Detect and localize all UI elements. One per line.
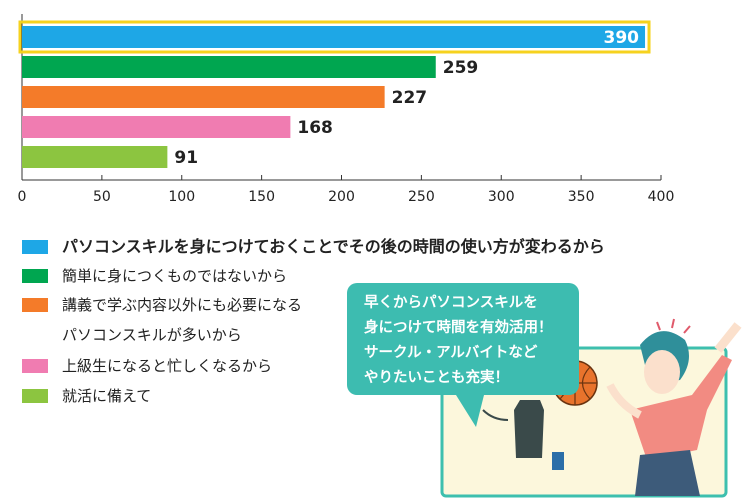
x-tick-label: 300 xyxy=(488,189,515,205)
legend-label: パソコンスキルを身につけておくことでその後の時間の使い方が変わるから xyxy=(62,237,605,256)
value-label: 259 xyxy=(443,58,479,78)
legend-item: 簡単に身につくものではないから xyxy=(22,261,702,291)
legend-swatch xyxy=(22,240,48,254)
x-tick-label: 0 xyxy=(18,189,27,205)
callout xyxy=(347,283,579,427)
value-label: 227 xyxy=(392,88,428,108)
legend-item: パソコンスキルを身につけておくことでその後の時間の使い方が変わるから xyxy=(22,232,702,262)
bar xyxy=(22,86,385,108)
value-label: 91 xyxy=(174,148,198,168)
bar xyxy=(22,26,646,48)
legend-swatch xyxy=(22,269,48,283)
legend-item: 上級生になると忙しくなるから xyxy=(22,351,702,381)
bar xyxy=(22,56,436,78)
x-tick-label: 400 xyxy=(648,189,675,205)
callout-text: やりたいことも充実！ xyxy=(364,368,509,386)
legend-item: 講義で学ぶ内容以外にも必要になるパソコンスキルが多いから xyxy=(22,290,302,350)
x-tick-label: 100 xyxy=(168,189,195,205)
bar xyxy=(22,146,168,168)
x-tick-label: 250 xyxy=(408,189,435,205)
x-tick-label: 350 xyxy=(568,189,595,205)
highlight-frame xyxy=(18,20,651,54)
legend-swatch xyxy=(22,359,48,373)
callout-text: 身につけて時間を有効活用！ xyxy=(364,318,553,336)
value-label: 168 xyxy=(297,118,333,138)
x-tick-label: 150 xyxy=(248,189,275,205)
x-tick-label: 50 xyxy=(93,189,111,205)
legend-label: 簡単に身につくものではないから xyxy=(62,267,288,285)
legend-swatch xyxy=(22,389,48,403)
value-label: 390 xyxy=(604,28,640,48)
callout-text: サークル・アルバイトなど xyxy=(364,344,538,361)
callout-text: 早くからパソコンスキルを xyxy=(364,294,538,311)
legend-label: 就活に備えて xyxy=(62,387,152,405)
legend-label: 上級生になると忙しくなるから xyxy=(62,357,273,375)
bar xyxy=(22,116,291,138)
legend-label: 講義で学ぶ内容以外にも必要になるパソコンスキルが多いから xyxy=(62,296,303,344)
x-tick-label: 200 xyxy=(328,189,355,205)
legend-item: 就活に備えて xyxy=(22,381,702,411)
legend-swatch xyxy=(22,298,48,312)
